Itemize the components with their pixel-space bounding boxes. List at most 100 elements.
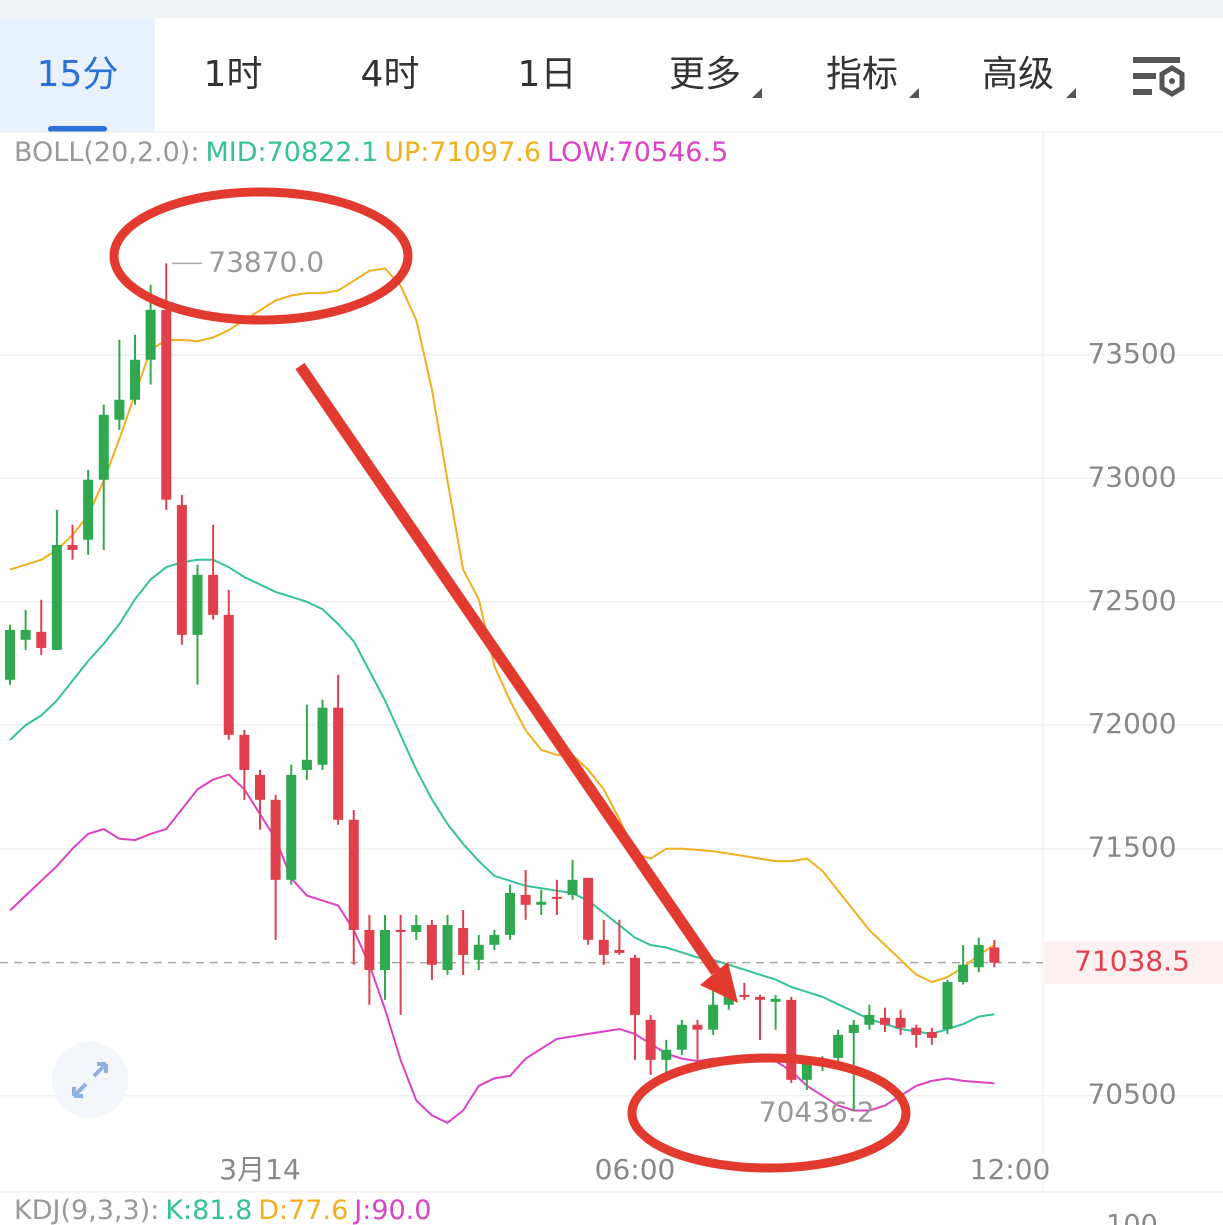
candle-body bbox=[473, 944, 484, 960]
candle-body bbox=[411, 925, 422, 932]
candles bbox=[5, 263, 1000, 1112]
tab[interactable]: 高级 bbox=[981, 54, 1054, 95]
dropdown-mark bbox=[909, 88, 919, 98]
candle-body bbox=[692, 1024, 703, 1030]
candle-body bbox=[192, 574, 203, 635]
indicator-name: BOLL(20,2.0): bbox=[14, 137, 199, 168]
candle-body bbox=[380, 929, 390, 970]
candle-body bbox=[426, 925, 437, 965]
indicator-value: D:77.6 bbox=[258, 1195, 348, 1225]
labels: BOLL(20,2.0): MID:70822.1 UP:71097.6 LOW:70… bbox=[14, 137, 1223, 1225]
settings-icon[interactable] bbox=[1133, 57, 1185, 97]
tab[interactable]: 15分 bbox=[0, 18, 155, 132]
band-line bbox=[9, 558, 995, 1035]
candle-body bbox=[239, 734, 250, 770]
candle-body bbox=[364, 929, 375, 970]
candle-body bbox=[51, 544, 62, 650]
tab[interactable]: 1日 bbox=[517, 54, 577, 95]
candle-body bbox=[130, 359, 140, 400]
dropdown-mark bbox=[1066, 88, 1076, 98]
candle-body bbox=[255, 774, 265, 800]
expand-button[interactable] bbox=[52, 1042, 128, 1118]
candle-body bbox=[942, 982, 953, 1029]
tab[interactable]: 4时 bbox=[360, 54, 420, 95]
candle-body bbox=[676, 1024, 687, 1050]
y-tick-label: 73000 bbox=[1087, 460, 1176, 493]
candle-body bbox=[67, 544, 78, 550]
candle-body bbox=[505, 892, 515, 935]
candle-body bbox=[98, 414, 109, 480]
candle-body bbox=[786, 999, 797, 1080]
indicator-legend: KDJ(9,3,3): K:81.8 D:77.6 J:90.0 bbox=[14, 1195, 431, 1225]
y-tick-label: 72000 bbox=[1087, 707, 1176, 740]
indicator-value: J:90.0 bbox=[352, 1195, 431, 1225]
candle-body bbox=[176, 504, 187, 635]
candle-body bbox=[5, 629, 15, 680]
indicator-value: LOW:70546.5 bbox=[547, 137, 728, 168]
candle-body bbox=[895, 1017, 906, 1028]
candle-body bbox=[661, 1049, 672, 1060]
candle-body bbox=[770, 998, 781, 1002]
candle-body bbox=[598, 939, 609, 955]
candle-body bbox=[223, 614, 234, 735]
candle-body bbox=[145, 309, 156, 360]
tab-underline bbox=[48, 126, 107, 132]
candle-body bbox=[926, 1031, 937, 1038]
band-line bbox=[9, 267, 995, 984]
indicator-value: K:81.8 bbox=[165, 1195, 252, 1225]
candle-body bbox=[583, 877, 594, 940]
tab-bar: 15分 1时 4时 1日 更多 指标 高级 bbox=[0, 18, 1223, 132]
candle-body bbox=[833, 1034, 844, 1058]
y-tick-label: 72500 bbox=[1087, 584, 1176, 617]
candle-body bbox=[348, 819, 359, 930]
annotation bbox=[109, 187, 911, 1173]
annotation-arrowhead bbox=[700, 962, 738, 1003]
candle-body bbox=[36, 631, 47, 648]
candle-body bbox=[83, 479, 94, 540]
candle-body bbox=[551, 896, 562, 899]
candle-body bbox=[630, 957, 640, 1015]
candle-body bbox=[317, 707, 328, 765]
candle-body bbox=[848, 1024, 859, 1033]
candle-body bbox=[708, 1004, 719, 1030]
candle-body bbox=[270, 799, 281, 880]
sub-y-tick-label: 100 bbox=[1106, 1210, 1158, 1225]
candle-body bbox=[755, 996, 765, 1000]
candle-body bbox=[536, 901, 547, 905]
candle-body bbox=[161, 309, 172, 500]
y-tick-label: 73500 bbox=[1087, 337, 1176, 370]
candle-body bbox=[864, 1014, 875, 1025]
candle-body bbox=[989, 947, 1000, 963]
candle-body bbox=[458, 927, 469, 955]
x-tick-label: 3月14 bbox=[219, 1153, 300, 1186]
candle-body bbox=[114, 399, 125, 420]
tab[interactable]: 指标 bbox=[825, 54, 898, 95]
candle-body bbox=[208, 574, 219, 615]
candle-body bbox=[567, 879, 578, 895]
candle-body bbox=[489, 934, 500, 945]
candle-body bbox=[614, 949, 625, 953]
y-tick-label: 70500 bbox=[1087, 1078, 1176, 1111]
candle-body bbox=[973, 945, 984, 968]
candle-body bbox=[645, 1019, 656, 1060]
candle-body bbox=[911, 1027, 922, 1035]
candle-body bbox=[301, 759, 312, 770]
last-price-label: 71038.5 bbox=[1074, 945, 1190, 978]
candle-body bbox=[395, 929, 406, 932]
candle-body bbox=[333, 707, 344, 820]
x-tick-label: 12:00 bbox=[970, 1153, 1051, 1186]
indicator-legend: BOLL(20,2.0): MID:70822.1 UP:71097.6 LOW:70… bbox=[14, 137, 728, 168]
low-marker-label: 70436.2 bbox=[759, 1095, 875, 1128]
tab[interactable]: 1时 bbox=[203, 54, 263, 95]
candle-body bbox=[801, 1062, 812, 1080]
bands bbox=[9, 267, 995, 1124]
candle-body bbox=[20, 629, 31, 640]
candle-body bbox=[520, 894, 531, 905]
candle-body bbox=[286, 774, 297, 880]
tab[interactable]: 更多 bbox=[668, 54, 741, 95]
candle-body bbox=[442, 925, 453, 970]
indicator-value: UP:71097.6 bbox=[384, 137, 541, 168]
y-tick-label: 71500 bbox=[1087, 831, 1176, 864]
